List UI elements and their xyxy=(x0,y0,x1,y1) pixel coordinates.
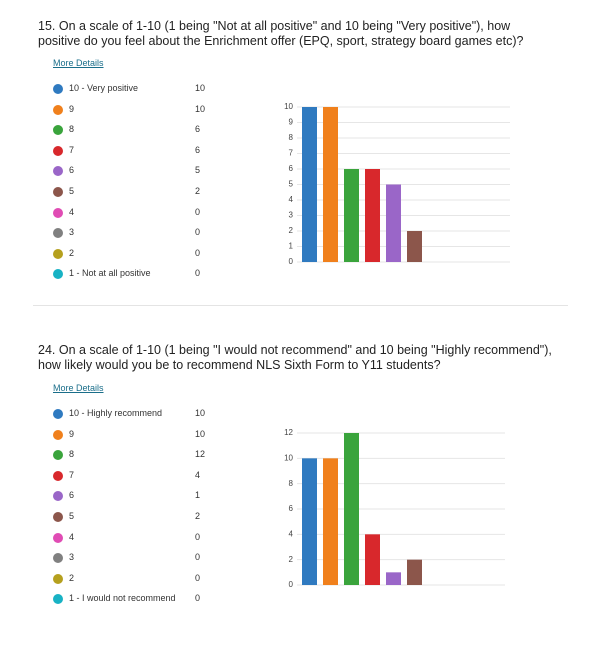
question: 24. On a scale of 1-10 (1 being "I would… xyxy=(38,343,552,372)
y-tick-label: 7 xyxy=(289,149,294,158)
y-tick-label: 8 xyxy=(289,479,294,488)
bar xyxy=(365,534,380,585)
y-tick-label: 1 xyxy=(289,242,294,251)
legend-count: 5 xyxy=(195,165,201,176)
legend-label: 4 xyxy=(69,531,75,542)
legend-label: 3 xyxy=(69,552,75,563)
legend-count: 0 xyxy=(195,227,201,238)
legend-dot xyxy=(53,125,63,136)
legend-dot xyxy=(53,104,63,115)
legend-dot xyxy=(53,269,63,280)
bar xyxy=(323,107,338,262)
legend-dot xyxy=(53,532,63,543)
legend-count: 4 xyxy=(195,469,201,480)
y-tick-label: 10 xyxy=(284,102,293,111)
legend-label: 1 - I would not recommend xyxy=(69,593,176,604)
legend-count: 0 xyxy=(195,572,201,583)
legend-label: 8 xyxy=(69,124,75,135)
legend-label: 2 xyxy=(69,572,75,583)
bar xyxy=(323,458,338,585)
legend-dot xyxy=(53,429,63,440)
legend-dot xyxy=(53,573,63,584)
legend-count: 10 xyxy=(195,428,206,439)
legend-count: 0 xyxy=(195,531,201,542)
legend-count: 10 xyxy=(195,408,206,418)
y-tick-label: 12 xyxy=(284,428,293,437)
legend-label: 5 xyxy=(69,511,75,521)
bar xyxy=(407,231,422,262)
legend-dot xyxy=(53,84,63,94)
legend-label: 4 xyxy=(69,206,75,217)
legend-dot xyxy=(53,207,63,218)
bar xyxy=(407,559,422,585)
legend-dot xyxy=(53,145,63,156)
legend-label: 1 - Not at all positive xyxy=(69,268,151,279)
y-tick-label: 4 xyxy=(289,195,294,204)
legend-label: 2 xyxy=(69,247,75,258)
legend-dot xyxy=(53,409,63,419)
y-tick-label: 0 xyxy=(289,580,294,589)
legend-label: 6 xyxy=(69,490,75,501)
y-tick-label: 8 xyxy=(289,133,294,142)
y-tick-label: 0 xyxy=(289,257,294,266)
legend-label: 3 xyxy=(69,227,75,238)
legend-count: 10 xyxy=(195,83,206,93)
legend-label: 6 xyxy=(69,165,75,176)
legend-label: 7 xyxy=(69,469,75,480)
legend-dot xyxy=(53,594,63,605)
legend-dot xyxy=(53,553,63,564)
y-tick-label: 6 xyxy=(289,164,294,173)
legend-dot xyxy=(53,470,63,481)
legend-dot xyxy=(53,187,63,197)
legend-count: 10 xyxy=(195,103,206,114)
more-details-link[interactable]: More Details xyxy=(53,58,104,68)
y-tick-label: 6 xyxy=(289,504,294,513)
legend-dot xyxy=(53,491,63,502)
y-tick-label: 3 xyxy=(289,211,294,220)
bar xyxy=(302,107,317,262)
legend-count: 0 xyxy=(195,268,201,279)
legend-dot xyxy=(53,248,63,259)
legend-count: 1 xyxy=(195,490,201,501)
legend-count: 0 xyxy=(195,206,201,217)
legend-dot xyxy=(53,228,63,239)
bar xyxy=(302,458,317,585)
legend-dot xyxy=(53,512,63,522)
bar xyxy=(386,184,401,262)
legend-count: 0 xyxy=(195,593,201,604)
y-tick-label: 4 xyxy=(289,529,294,538)
legend-count: 6 xyxy=(195,124,201,135)
more-details-link[interactable]: More Details xyxy=(53,383,104,393)
legend-label: 5 xyxy=(69,186,75,196)
legend-label: 7 xyxy=(69,144,75,155)
y-tick-label: 2 xyxy=(289,555,294,564)
legend-label: 10 - Highly recommend xyxy=(69,408,163,418)
legend-label: 9 xyxy=(69,103,75,114)
legend-dot xyxy=(53,450,63,461)
divider xyxy=(33,305,568,306)
y-tick-label: 5 xyxy=(289,180,294,189)
legend-dot xyxy=(53,166,63,177)
legend-label: 10 - Very positive xyxy=(69,83,139,93)
legend-count: 2 xyxy=(195,186,201,196)
y-tick-label: 10 xyxy=(284,453,293,462)
bar xyxy=(344,169,359,262)
legend-label: 8 xyxy=(69,449,75,460)
bar xyxy=(344,433,359,585)
y-tick-label: 2 xyxy=(289,226,294,235)
legend-count: 12 xyxy=(195,449,206,460)
legend-count: 0 xyxy=(195,552,201,563)
legend-label: 9 xyxy=(69,428,75,439)
bar xyxy=(365,169,380,262)
question: 15. On a scale of 1-10 (1 being "Not at … xyxy=(38,19,524,48)
y-tick-label: 9 xyxy=(289,118,294,127)
legend-count: 0 xyxy=(195,247,201,258)
legend-count: 6 xyxy=(195,144,201,155)
legend-count: 2 xyxy=(195,511,201,521)
bar xyxy=(386,572,401,585)
